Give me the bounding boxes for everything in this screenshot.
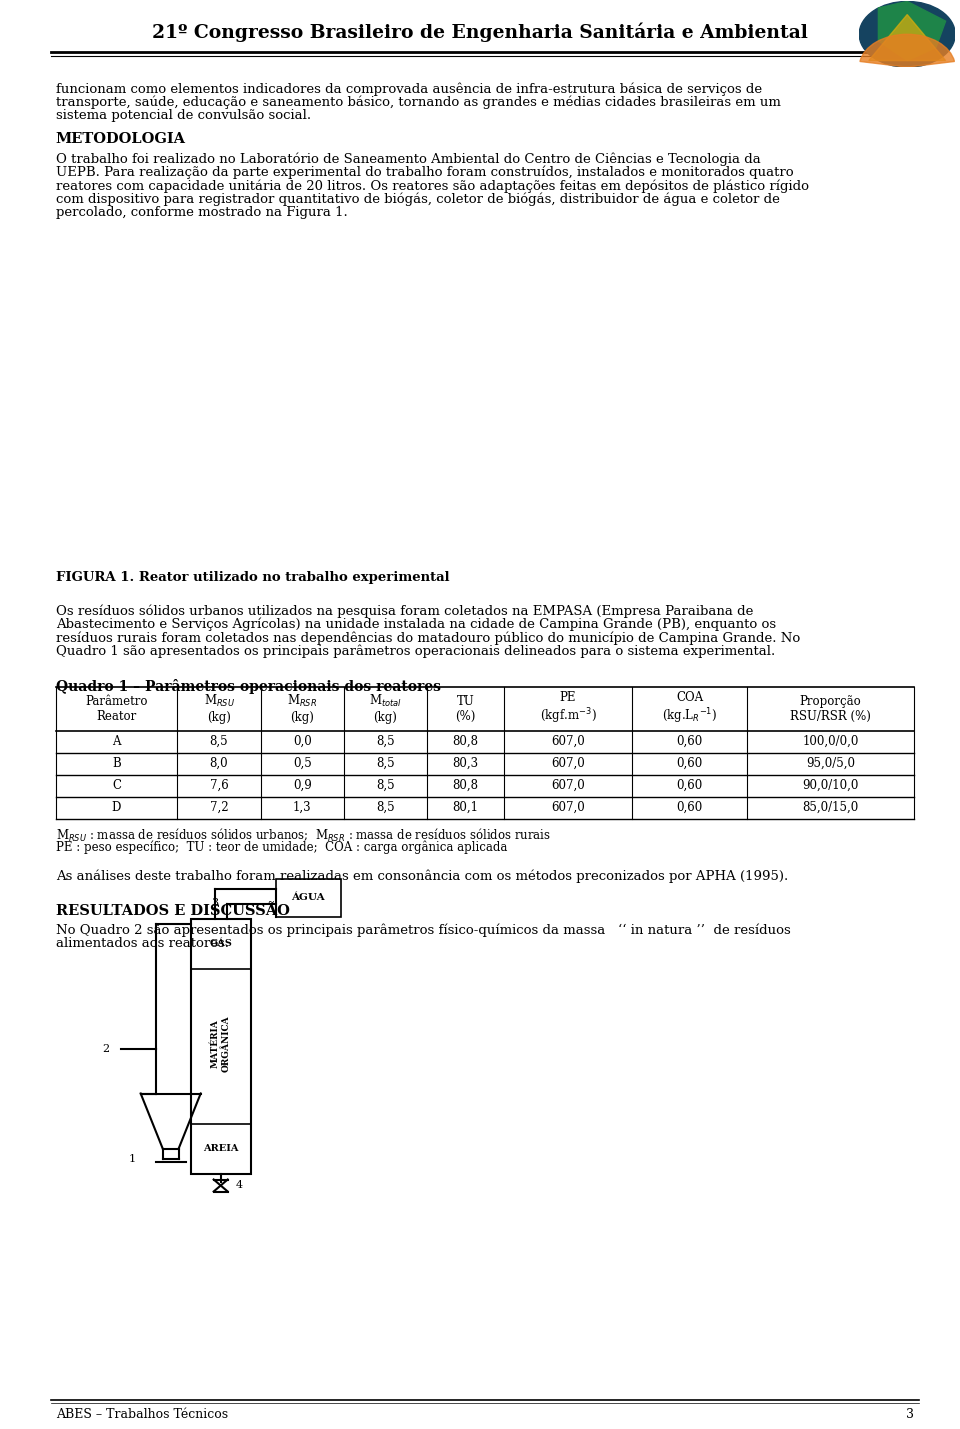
Text: 100,0/0,0: 100,0/0,0 bbox=[803, 735, 859, 749]
Text: PE
(kgf.m$^{-3}$): PE (kgf.m$^{-3}$) bbox=[540, 690, 596, 726]
Text: M$_{RSU}$
(kg): M$_{RSU}$ (kg) bbox=[204, 693, 234, 725]
Text: 80,8: 80,8 bbox=[452, 735, 479, 749]
Text: 3: 3 bbox=[906, 1408, 914, 1420]
Text: GÁS: GÁS bbox=[209, 939, 232, 947]
Text: transporte, saúde, educação e saneamento básico, tornando as grandes e médias ci: transporte, saúde, educação e saneamento… bbox=[56, 96, 780, 109]
Text: A: A bbox=[112, 735, 121, 749]
Text: 0,0: 0,0 bbox=[293, 735, 312, 749]
Text: FIGURA 1. Reator utilizado no trabalho experimental: FIGURA 1. Reator utilizado no trabalho e… bbox=[56, 570, 449, 583]
Bar bbox=[276, 879, 341, 916]
Text: Abastecimento e Serviços Agrícolas) na unidade instalada na cidade de Campina Gr: Abastecimento e Serviços Agrícolas) na u… bbox=[56, 617, 776, 632]
Text: 0,60: 0,60 bbox=[677, 802, 703, 815]
Text: sistema potencial de convulsão social.: sistema potencial de convulsão social. bbox=[56, 109, 311, 121]
Text: Proporção
RSU/RSR (%): Proporção RSU/RSR (%) bbox=[790, 694, 871, 723]
Text: 80,8: 80,8 bbox=[452, 779, 479, 792]
Text: alimentados aos reatores.: alimentados aos reatores. bbox=[56, 937, 228, 950]
Text: AREIA: AREIA bbox=[203, 1145, 238, 1153]
Text: D: D bbox=[111, 802, 121, 815]
Text: No Quadro 2 são apresentados os principais parâmetros físico-químicos da massa  : No Quadro 2 são apresentados os principa… bbox=[56, 925, 790, 937]
Text: 95,0/5,0: 95,0/5,0 bbox=[806, 757, 855, 770]
Text: 2: 2 bbox=[102, 1043, 109, 1053]
Text: 8,5: 8,5 bbox=[376, 735, 395, 749]
Text: 0,60: 0,60 bbox=[677, 735, 703, 749]
Text: Os resíduos sólidos urbanos utilizados na pesquisa foram coletados na EMPASA (Em: Os resíduos sólidos urbanos utilizados n… bbox=[56, 604, 753, 617]
Bar bbox=[191, 919, 251, 1173]
Text: 90,0/10,0: 90,0/10,0 bbox=[803, 779, 859, 792]
Circle shape bbox=[859, 1, 955, 67]
Text: funcionam como elementos indicadores da comprovada ausência de infra-estrutura b: funcionam como elementos indicadores da … bbox=[56, 81, 762, 96]
Text: M$_{RSR}$
(kg): M$_{RSR}$ (kg) bbox=[287, 693, 318, 725]
Text: 8,5: 8,5 bbox=[209, 735, 228, 749]
Text: 7,6: 7,6 bbox=[209, 779, 228, 792]
Text: reatores com capacidade unitária de 20 litros. Os reatores são adaptações feitas: reatores com capacidade unitária de 20 l… bbox=[56, 179, 808, 193]
Text: 4: 4 bbox=[236, 1180, 243, 1190]
Text: TU
(%): TU (%) bbox=[455, 694, 476, 723]
Text: 607,0: 607,0 bbox=[551, 757, 585, 770]
Text: 8,5: 8,5 bbox=[376, 802, 395, 815]
Text: 80,1: 80,1 bbox=[452, 802, 479, 815]
Text: COA
(kg.L$_{R}$$^{-1}$): COA (kg.L$_{R}$$^{-1}$) bbox=[662, 690, 717, 726]
Text: 80,3: 80,3 bbox=[452, 757, 479, 770]
Text: Parâmetro
Reator: Parâmetro Reator bbox=[85, 694, 148, 723]
Text: PE : peso específico;  TU : teor de umidade;  COA : carga orgânica aplicada: PE : peso específico; TU : teor de umida… bbox=[56, 840, 507, 853]
Text: 21º Congresso Brasileiro de Engenharia Sanitária e Ambiental: 21º Congresso Brasileiro de Engenharia S… bbox=[152, 21, 808, 41]
Text: 0,9: 0,9 bbox=[293, 779, 312, 792]
Text: percolado, conforme mostrado na Figura 1.: percolado, conforme mostrado na Figura 1… bbox=[56, 206, 348, 219]
Text: 0,5: 0,5 bbox=[293, 757, 312, 770]
Text: 1,3: 1,3 bbox=[293, 802, 312, 815]
Polygon shape bbox=[878, 1, 946, 60]
Text: METODOLOGIA: METODOLOGIA bbox=[56, 131, 185, 146]
Bar bbox=[191, 1123, 251, 1173]
Text: resíduos rurais foram coletados nas dependências do matadouro público do municíp: resíduos rurais foram coletados nas depe… bbox=[56, 632, 800, 644]
Text: Quadro 1 – Parâmetros operacionais dos reatores: Quadro 1 – Parâmetros operacionais dos r… bbox=[56, 679, 441, 693]
Text: Quadro 1 são apresentados os principais parâmetros operacionais delineados para : Quadro 1 são apresentados os principais … bbox=[56, 644, 775, 659]
Text: ÁGUA: ÁGUA bbox=[292, 893, 325, 902]
Text: MATÉRIA
ORGÂNICA: MATÉRIA ORGÂNICA bbox=[211, 1015, 230, 1072]
Text: com dispositivo para registrador quantitativo de biógás, coletor de biógás, dist: com dispositivo para registrador quantit… bbox=[56, 193, 780, 206]
Text: 0,60: 0,60 bbox=[677, 757, 703, 770]
Text: 0,60: 0,60 bbox=[677, 779, 703, 792]
Text: 8,5: 8,5 bbox=[376, 757, 395, 770]
Bar bbox=[191, 919, 251, 969]
Text: B: B bbox=[112, 757, 121, 770]
Text: 8,5: 8,5 bbox=[376, 779, 395, 792]
Text: 607,0: 607,0 bbox=[551, 802, 585, 815]
Text: 7,2: 7,2 bbox=[209, 802, 228, 815]
Text: UEPB. Para realização da parte experimental do trabalho foram construídos, insta: UEPB. Para realização da parte experimen… bbox=[56, 166, 793, 179]
Text: O trabalho foi realizado no Laboratório de Saneamento Ambiental do Centro de Ciê: O trabalho foi realizado no Laboratório … bbox=[56, 153, 760, 166]
Text: 85,0/15,0: 85,0/15,0 bbox=[803, 802, 859, 815]
Text: 607,0: 607,0 bbox=[551, 779, 585, 792]
Text: M$_{RSU}$ : massa de resíduos sólidos urbanos;  M$_{RSR}$ : massa de resíduos só: M$_{RSU}$ : massa de resíduos sólidos ur… bbox=[56, 827, 551, 843]
Text: 607,0: 607,0 bbox=[551, 735, 585, 749]
Text: ABES – Trabalhos Técnicos: ABES – Trabalhos Técnicos bbox=[56, 1408, 228, 1420]
Text: RESULTADOS E DISCUSSÃO: RESULTADOS E DISCUSSÃO bbox=[56, 903, 290, 917]
Text: As análises deste trabalho foram realizadas em consonância com os métodos precon: As análises deste trabalho foram realiza… bbox=[56, 870, 788, 883]
Text: 1: 1 bbox=[129, 1153, 136, 1163]
Text: M$_{total}$
(kg): M$_{total}$ (kg) bbox=[369, 693, 402, 725]
Text: C: C bbox=[112, 779, 121, 792]
Text: 8,0: 8,0 bbox=[209, 757, 228, 770]
Wedge shape bbox=[860, 34, 954, 67]
Text: 3: 3 bbox=[211, 899, 219, 909]
Polygon shape bbox=[869, 14, 946, 60]
